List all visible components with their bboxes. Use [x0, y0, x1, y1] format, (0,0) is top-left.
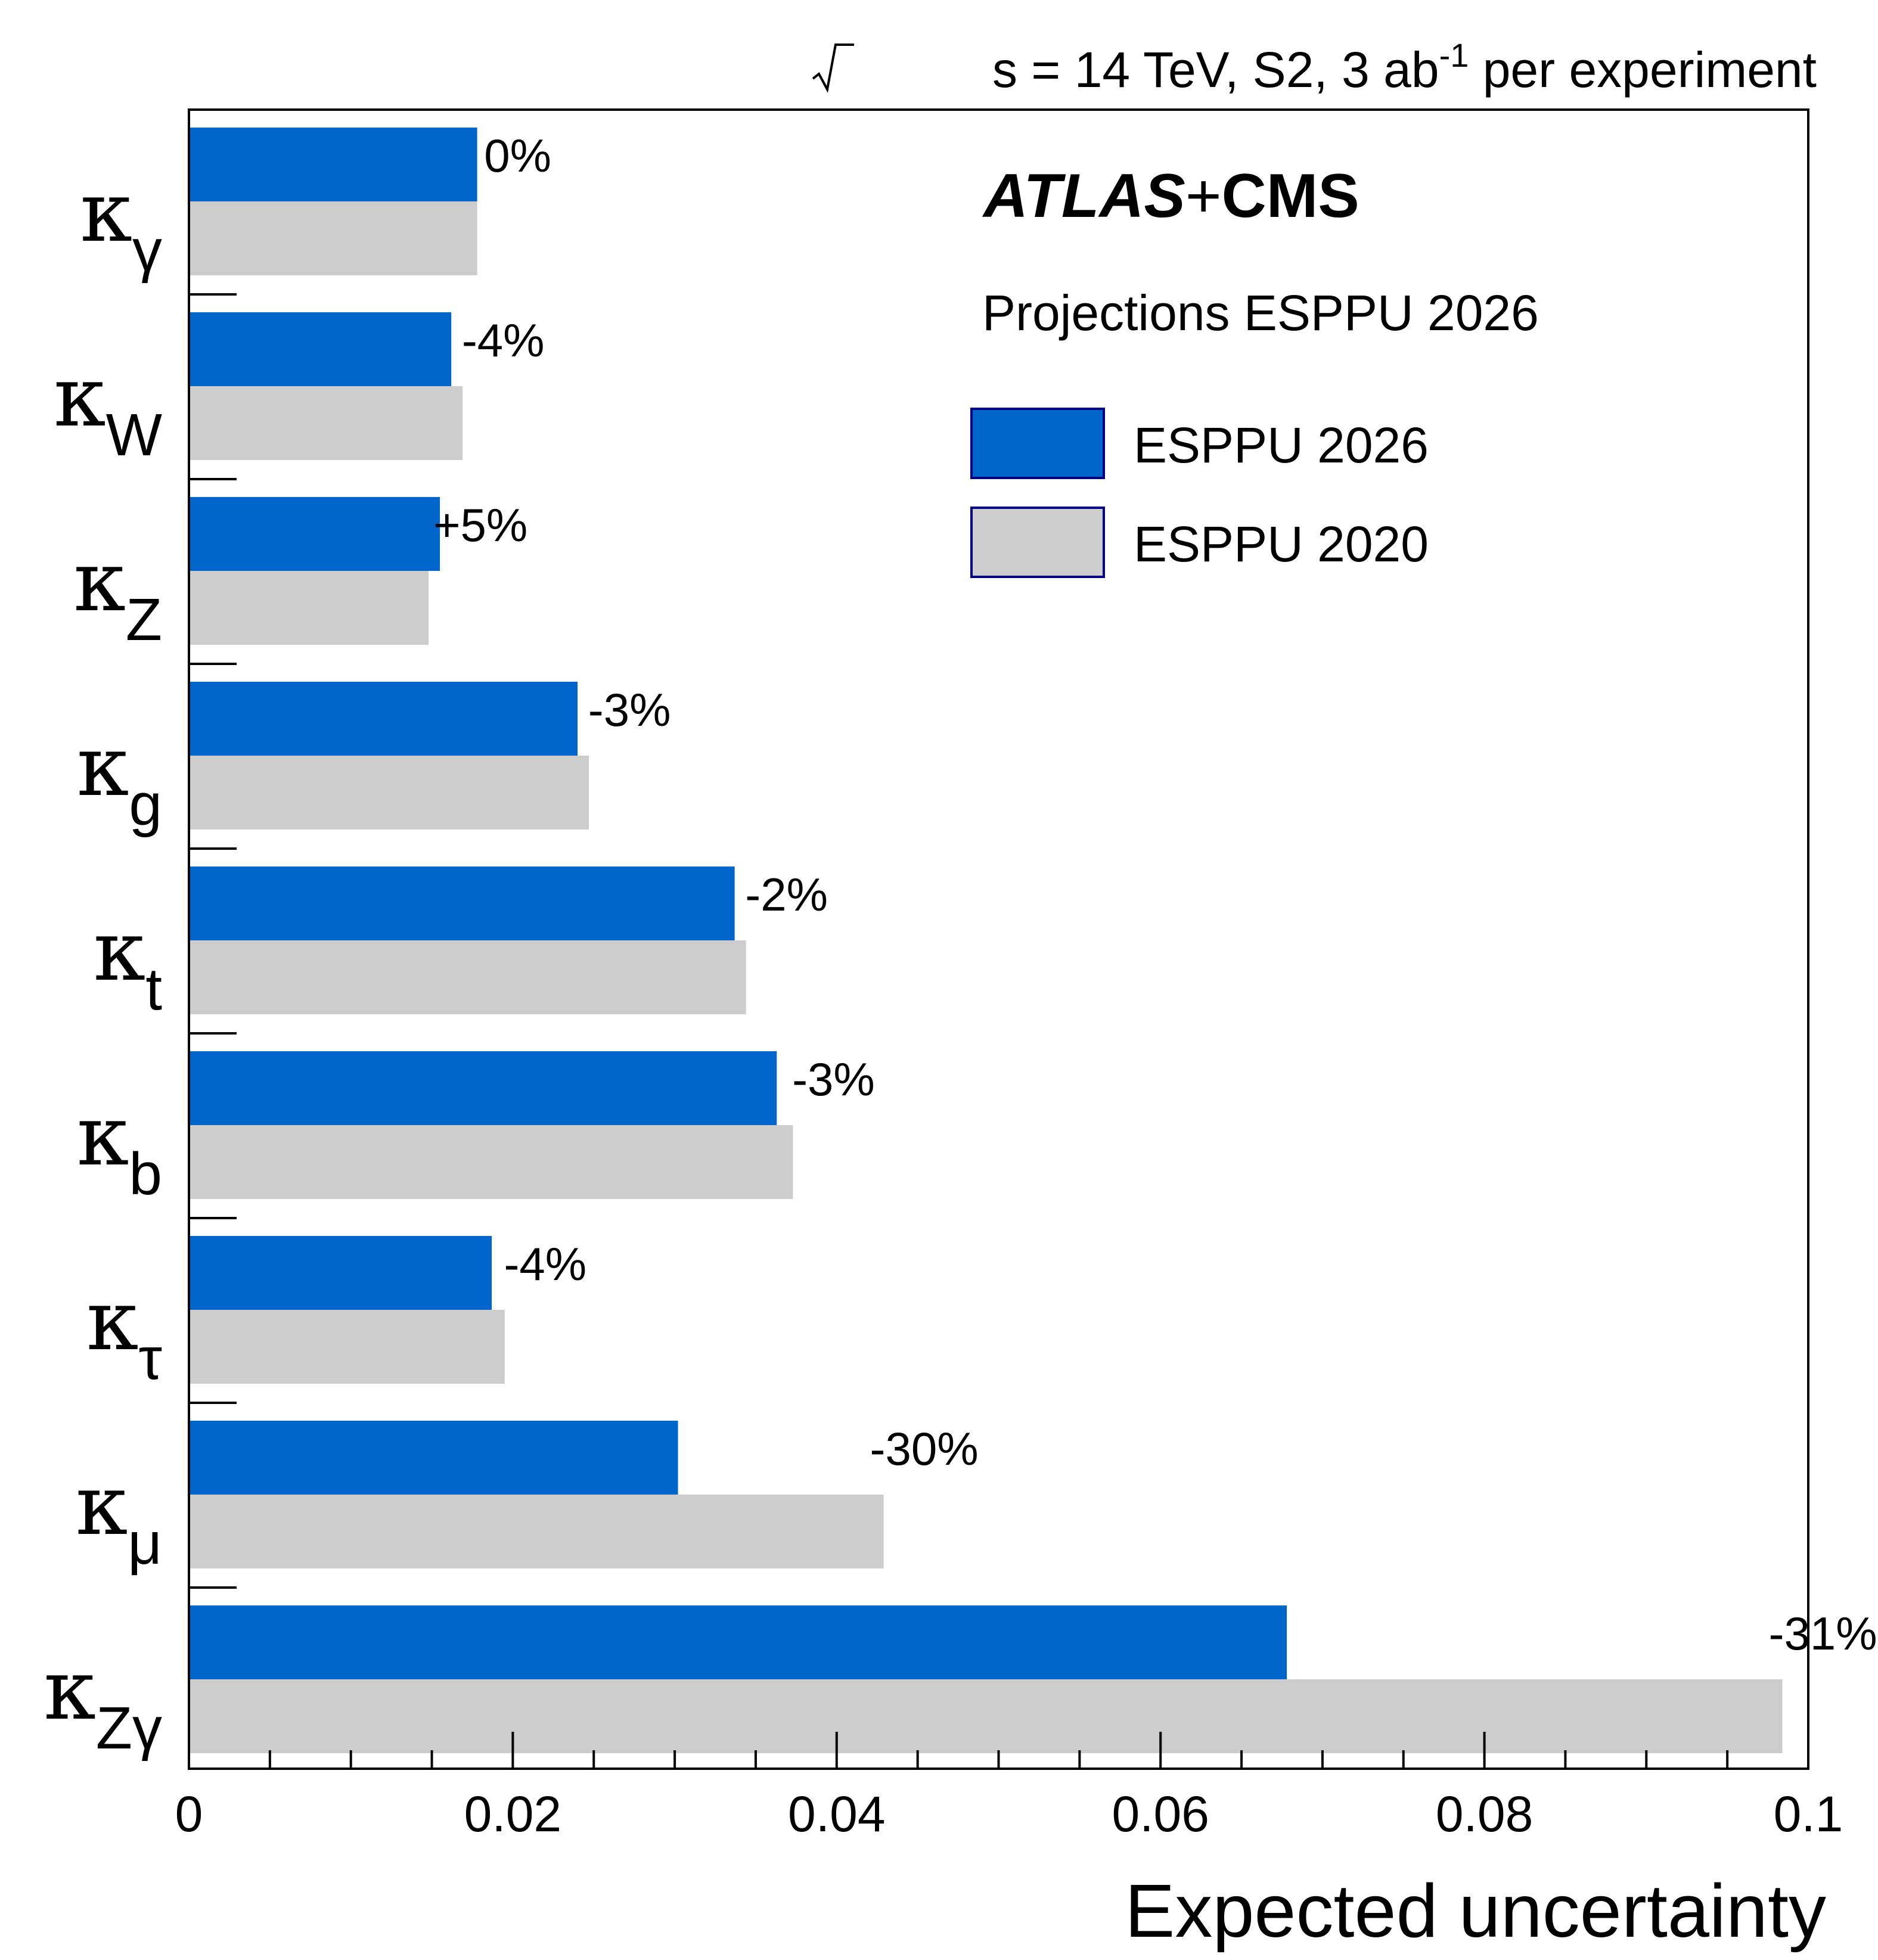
- header-text-post: per experiment: [1469, 42, 1817, 98]
- kappa-symbol: κ: [44, 1642, 96, 1739]
- category-label: κt: [94, 903, 163, 1023]
- header-text-pre: = 14 TeV, S2, 3 ab: [1017, 42, 1439, 98]
- legend-label-esppu-2020: ESPPU 2020: [1134, 516, 1429, 572]
- kappa-symbol: κ: [80, 164, 133, 261]
- category-label: κγ: [80, 164, 163, 284]
- bar-esppu-2020: [189, 940, 746, 1014]
- bar-esppu-2026: [189, 128, 477, 201]
- category-label: κZγ: [44, 1642, 162, 1762]
- x-axis-title: Expected uncertainty: [1125, 1869, 1826, 1953]
- kappa-symbol: κ: [76, 1457, 128, 1554]
- y-axis-ticks: [189, 293, 237, 1589]
- svg-text:s = 14 TeV, S2, 3 ab-1 per exp: s = 14 TeV, S2, 3 ab-1 per experiment: [992, 36, 1817, 98]
- series-esppu-2026-bars: [189, 128, 1287, 1679]
- x-tick-label: 0.1: [1774, 1786, 1843, 1842]
- change-label: -4%: [504, 1238, 586, 1290]
- category-label: κτ: [86, 1272, 162, 1392]
- subtitle: Projections ESPPU 2026: [982, 285, 1539, 341]
- bar-esppu-2026: [189, 497, 440, 571]
- bar-esppu-2020: [189, 1679, 1783, 1753]
- category-subscript: γ: [132, 217, 162, 284]
- category-label: κb: [77, 1088, 162, 1207]
- category-label: κW: [54, 349, 163, 468]
- percent-change-labels: 0% -4% +5% -3% -2% -3% -4% -30% -31%: [433, 129, 1877, 1660]
- category-subscript: W: [106, 402, 163, 468]
- x-tick-label: 0.04: [788, 1786, 886, 1842]
- category-label: κg: [77, 718, 162, 838]
- cms-label: CMS: [1222, 161, 1359, 231]
- bar-esppu-2026: [189, 1605, 1287, 1679]
- bar-esppu-2020: [189, 756, 589, 830]
- change-label: +5%: [433, 499, 527, 551]
- header-superscript: -1: [1439, 36, 1469, 74]
- category-label: κZ: [73, 533, 162, 653]
- x-tick-label: 0.08: [1436, 1786, 1534, 1842]
- category-subscript: Zγ: [96, 1695, 162, 1762]
- bar-esppu-2026: [189, 312, 452, 386]
- kappa-symbol: κ: [77, 718, 129, 815]
- legend-swatch-esppu-2020: [970, 507, 1105, 578]
- category-subscript: μ: [128, 1510, 162, 1577]
- change-label: -3%: [792, 1053, 875, 1105]
- change-label: -4%: [462, 314, 545, 366]
- change-label: -3%: [588, 684, 671, 736]
- change-label: -2%: [745, 868, 828, 921]
- category-subscript: g: [129, 771, 162, 838]
- category-subscript: τ: [138, 1325, 162, 1392]
- sqrt-symbol: [812, 44, 854, 93]
- category-label: κμ: [76, 1457, 162, 1577]
- legend-label-esppu-2026: ESPPU 2026: [1134, 417, 1429, 473]
- x-axis-tick-labels: 0 0.02 0.04 0.06 0.08 0.1: [175, 1786, 1843, 1842]
- bar-esppu-2026: [189, 682, 578, 756]
- series-esppu-2020-bars: [189, 201, 1783, 1753]
- bar-esppu-2020: [189, 571, 429, 645]
- bar-esppu-2026: [189, 1051, 777, 1125]
- change-label: -31%: [1768, 1607, 1877, 1660]
- atlas-label: ATLAS: [982, 161, 1185, 231]
- plus-sign: +: [1185, 161, 1222, 231]
- x-tick-label: 0.06: [1112, 1786, 1209, 1842]
- kappa-symbol: κ: [94, 903, 146, 1000]
- x-tick-label: 0.02: [464, 1786, 562, 1842]
- kappa-symbol: κ: [54, 349, 106, 446]
- x-axis-ticks: [188, 1732, 1809, 1769]
- bar-esppu-2026: [189, 866, 735, 940]
- bar-esppu-2020: [189, 1495, 884, 1568]
- legend: ESPPU 2026 ESPPU 2020: [970, 408, 1429, 578]
- bar-esppu-2020: [189, 1125, 793, 1199]
- x-tick-label: 0: [175, 1786, 203, 1842]
- category-subscript: b: [129, 1141, 162, 1207]
- change-label: -30%: [870, 1422, 979, 1475]
- category-subscript: Z: [126, 586, 162, 653]
- experiment-label: ATLAS+CMS: [982, 161, 1359, 231]
- legend-swatch-esppu-2026: [970, 408, 1105, 479]
- change-label: 0%: [484, 129, 551, 182]
- bar-esppu-2020: [189, 386, 463, 460]
- bar-esppu-2020: [189, 201, 477, 275]
- header-sqrt-s: s: [992, 42, 1017, 98]
- category-subscript: t: [145, 956, 162, 1023]
- header-energy-label: s = 14 TeV, S2, 3 ab-1 per experiment: [812, 36, 1817, 98]
- bar-esppu-2026: [189, 1236, 492, 1310]
- bar-esppu-2026: [189, 1421, 678, 1495]
- kappa-symbol: κ: [73, 533, 126, 630]
- kappa-symbol: κ: [86, 1272, 139, 1369]
- kappa-symbol: κ: [77, 1088, 129, 1185]
- bar-esppu-2020: [189, 1310, 505, 1384]
